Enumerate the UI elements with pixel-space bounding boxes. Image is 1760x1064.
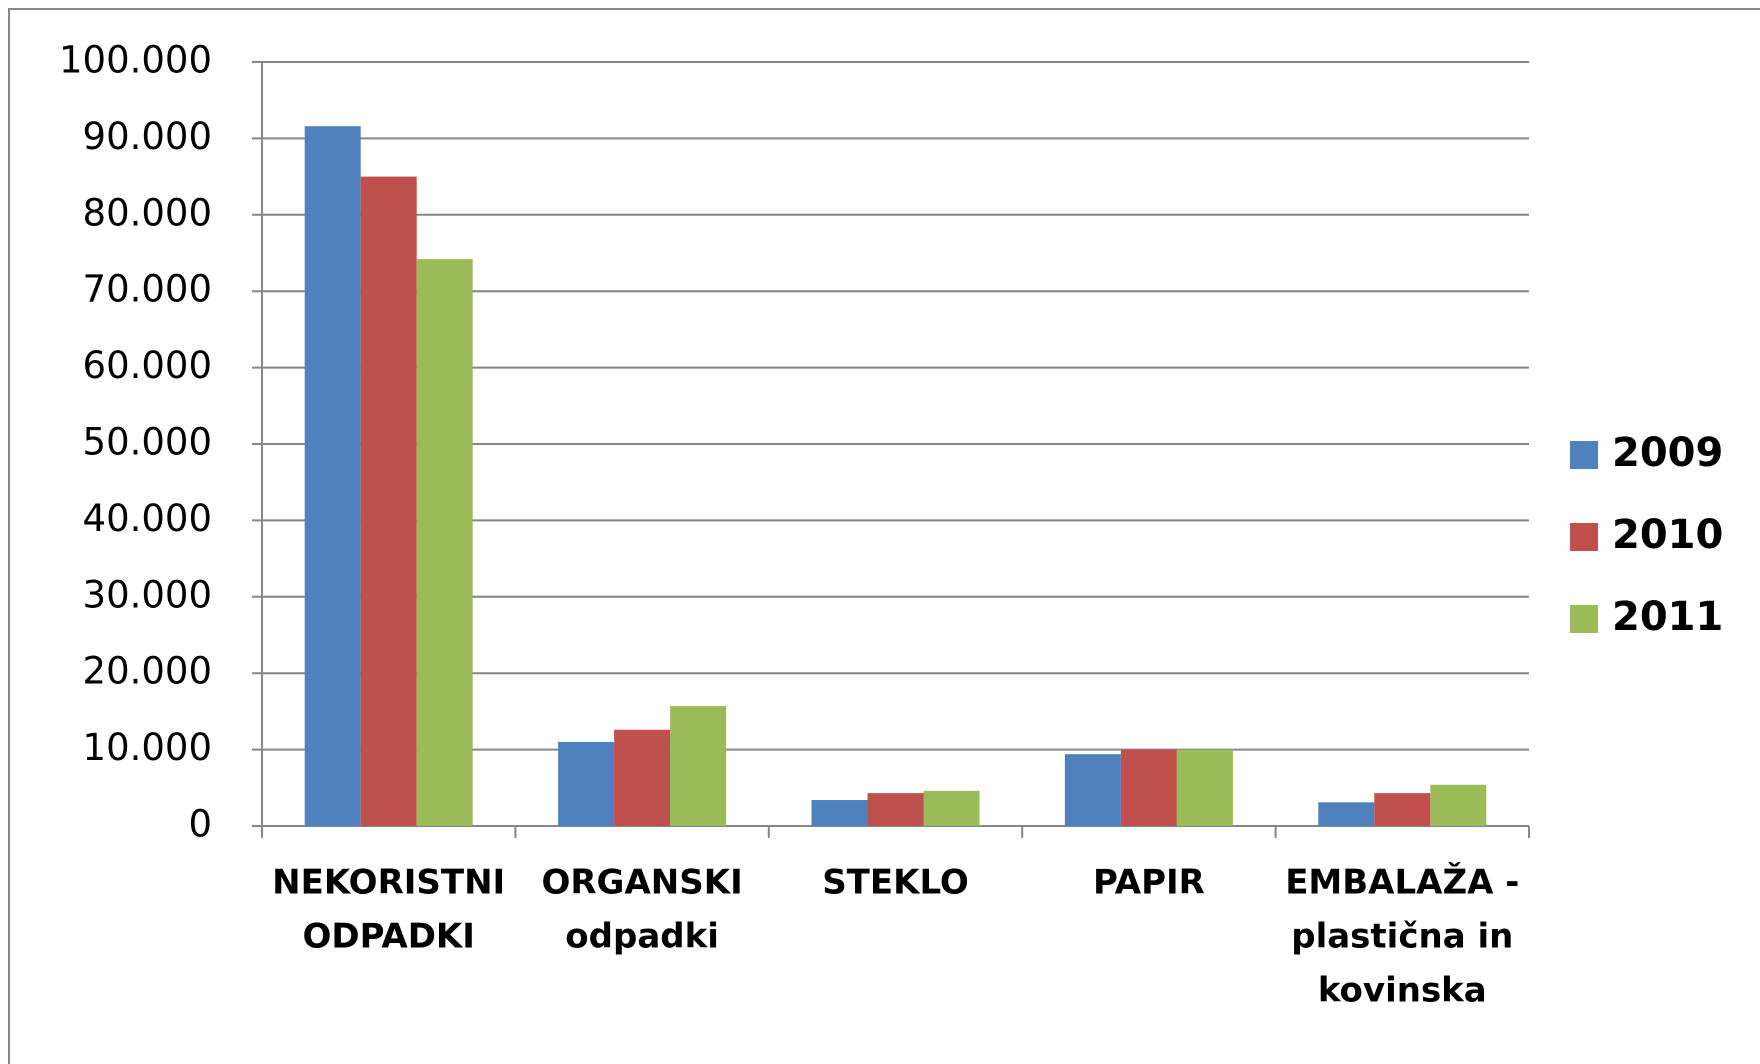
- x-tick-label: kovinska: [1318, 971, 1487, 1011]
- legend-swatch: [1570, 441, 1598, 469]
- y-tick-label: 100.000: [59, 39, 212, 82]
- bar: [1120, 749, 1177, 826]
- bar: [867, 793, 924, 826]
- y-tick-label: 40.000: [83, 497, 212, 540]
- bar: [1318, 802, 1375, 826]
- bar: [360, 176, 417, 827]
- bar: [1430, 784, 1487, 826]
- x-tick-label: ORGANSKI: [541, 863, 742, 903]
- bar: [811, 800, 868, 826]
- x-tick-label: EMBALAŽA -: [1285, 862, 1519, 903]
- bar: [304, 126, 361, 826]
- legend-label: 2009: [1612, 430, 1723, 476]
- bar: [416, 259, 473, 826]
- x-tick-label: ODPADKI: [302, 917, 474, 957]
- y-tick-label: 20.000: [83, 650, 212, 693]
- legend-label: 2010: [1612, 512, 1723, 558]
- x-tick-label: STEKLO: [822, 863, 969, 903]
- legend-swatch: [1570, 605, 1598, 633]
- chart-border: [8, 8, 1760, 1064]
- bar: [1374, 793, 1431, 826]
- bar: [1064, 754, 1121, 826]
- legend-swatch: [1570, 523, 1598, 551]
- y-tick-label: 60.000: [83, 344, 212, 387]
- y-tick-label: 50.000: [83, 421, 212, 464]
- bar: [923, 790, 980, 826]
- x-tick-label: NEKORISTNI: [272, 863, 505, 903]
- x-tick-label: odpadki: [565, 917, 719, 957]
- bar: [1176, 749, 1233, 826]
- bar: [558, 741, 615, 826]
- y-tick-label: 80.000: [83, 191, 212, 234]
- y-tick-label: 70.000: [83, 268, 212, 311]
- x-tick-label: PAPIR: [1093, 863, 1205, 903]
- y-tick-label: 10.000: [83, 726, 212, 769]
- y-tick-label: 0: [188, 803, 212, 846]
- legend-label: 2011: [1612, 594, 1723, 640]
- y-tick-label: 30.000: [83, 573, 212, 616]
- x-tick-label: plastična in: [1291, 917, 1513, 957]
- y-tick-label: 90.000: [83, 115, 212, 158]
- bar: [670, 706, 727, 826]
- bar: [614, 729, 671, 826]
